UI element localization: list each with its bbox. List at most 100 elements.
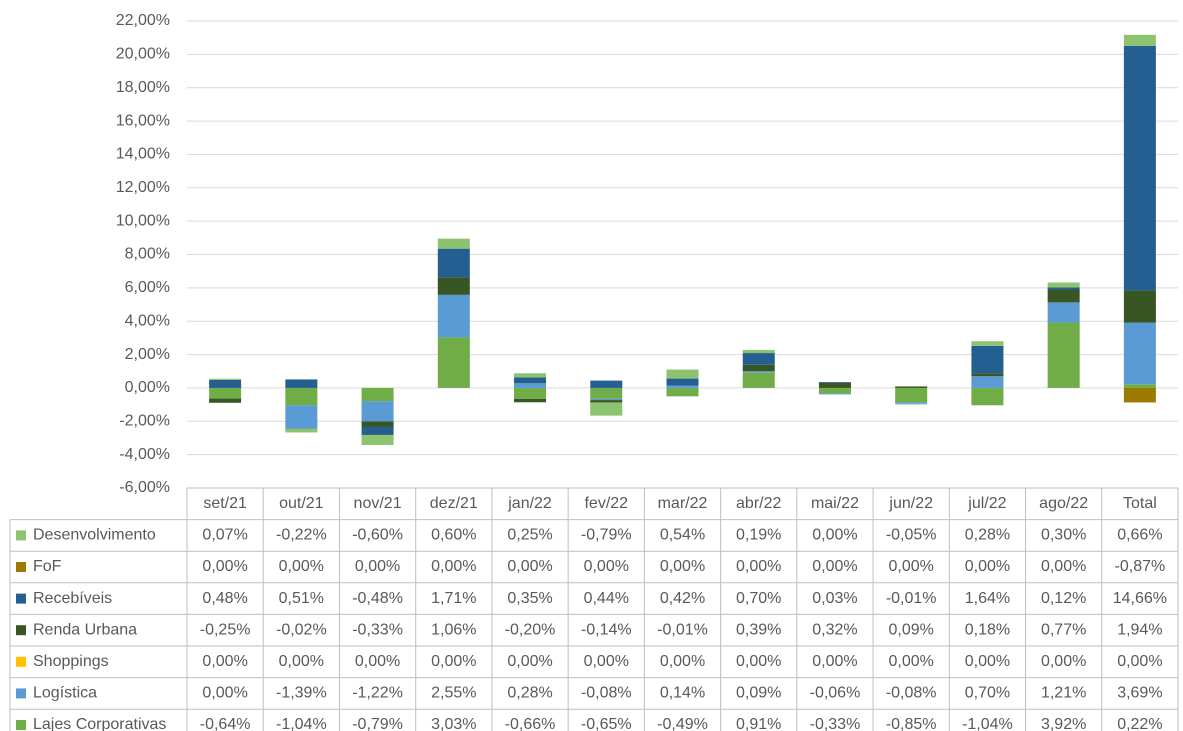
y-tick-label: -4,00% [119,446,170,463]
bar-segment [1047,282,1080,288]
table-value: 0,00% [202,685,247,702]
table-value: 0,14% [660,685,705,702]
bar-segment [437,337,470,388]
bar-segment [818,382,851,383]
y-tick-label: -2,00% [119,413,170,430]
table-value: 14,66% [1113,590,1167,607]
table-value: -0,64% [200,716,251,731]
table-value: -0,06% [810,685,861,702]
y-tick-label: 14,00% [116,146,170,163]
legend-swatch [16,625,26,636]
table-value: -1,22% [352,685,403,702]
bar-segment [895,403,928,405]
bar-segment [209,398,242,403]
bar-segment [971,341,1004,346]
y-tick-label: 20,00% [116,46,170,63]
x-tick-label: abr/22 [736,495,781,512]
bar-segment [971,387,1004,406]
bar-segment [209,378,242,380]
table-value: 0,00% [584,558,629,575]
bar-segment [361,401,394,422]
table-value: 1,21% [1041,685,1086,702]
y-tick-label: 18,00% [116,79,170,96]
bar-segment [1047,287,1080,290]
bar-segment [590,380,623,388]
table-value: -0,87% [1115,558,1166,575]
bar-segment [971,376,1004,388]
table-value: 0,00% [1117,653,1162,670]
table-value: 0,00% [279,653,324,670]
y-tick-label: 10,00% [116,212,170,229]
bar-segment [590,387,623,399]
x-tick-label: jun/22 [888,495,933,512]
bar-segment [1123,387,1156,403]
bar-segment [1123,45,1156,291]
bar-segment [437,248,470,278]
bar-segment [1047,302,1080,323]
table-value: 0,00% [889,653,934,670]
table-value: -0,25% [200,621,251,638]
table-value: 0,00% [584,653,629,670]
table-value: 0,00% [431,653,476,670]
bar-segment [1123,384,1156,388]
table-value: 0,19% [736,527,781,544]
table-value: 0,00% [965,558,1010,575]
table-value: 0,00% [812,527,857,544]
table-value: 0,00% [812,558,857,575]
legend-label: Lajes Corporativas [33,716,166,731]
table-value: -0,79% [352,716,403,731]
bar-segment [818,382,851,388]
table-value: 0,00% [355,653,400,670]
x-tick-label: dez/21 [430,495,478,512]
x-tick-label: jul/22 [967,495,1006,512]
table-value: 0,66% [1117,527,1162,544]
table-value: -0,08% [581,685,632,702]
table-value: 0,00% [507,558,552,575]
bar-segment [514,373,547,378]
table-value: 0,00% [355,558,400,575]
legend-label: Renda Urbana [33,621,137,638]
table-value: 1,64% [965,590,1010,607]
x-tick-label: out/21 [279,495,324,512]
bar-segment [895,402,928,404]
table-value: 0,09% [736,685,781,702]
table-value: -0,60% [352,527,403,544]
table-value: 0,03% [812,590,857,607]
bar-segment [285,379,318,388]
bar-segment [666,378,699,386]
y-tick-label: 8,00% [125,246,170,263]
bar-segment [209,379,242,388]
table-value: 0,09% [889,621,934,638]
table-value: 3,03% [431,716,476,731]
table-value: 0,00% [965,653,1010,670]
table-value: 0,32% [812,621,857,638]
table-value: 0,70% [965,685,1010,702]
table-value: 0,28% [507,685,552,702]
bar-segment [742,349,775,354]
bar-segment [666,385,699,388]
table-value: 0,25% [507,527,552,544]
table-value: 0,39% [736,621,781,638]
y-tick-label: 22,00% [116,12,170,29]
bar-segment [818,393,851,395]
table-value: 0,30% [1041,527,1086,544]
bar-segment [1047,289,1080,303]
y-tick-label: 4,00% [125,312,170,329]
bar-segment [742,371,775,373]
y-tick-label: 12,00% [116,179,170,196]
table-value: -0,22% [276,527,327,544]
table-value: 0,00% [202,558,247,575]
table-value: 0,00% [1041,653,1086,670]
table-value: 0,00% [736,558,781,575]
table-value: 0,77% [1041,621,1086,638]
bar-segment [895,387,928,403]
x-tick-label: mai/22 [811,495,859,512]
x-tick-label: jan/22 [507,495,552,512]
y-tick-label: -6,00% [119,479,170,496]
table-value: 0,60% [431,527,476,544]
table-value: 0,00% [736,653,781,670]
bar-segment [1123,290,1156,323]
bar-segment [742,364,775,372]
table-value: -0,01% [886,590,937,607]
